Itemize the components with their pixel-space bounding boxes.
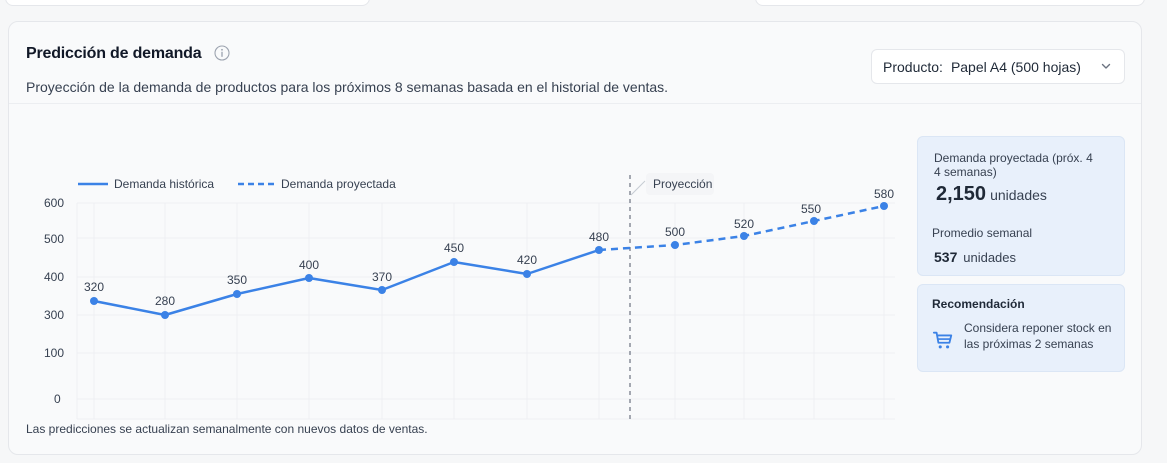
data-labels: 320 280 350 400 370 450 420 480 500 520 … — [84, 187, 894, 308]
panel-header: Predicción de demanda Proyección de la d… — [9, 22, 1141, 104]
svg-text:580: 580 — [874, 187, 894, 201]
svg-text:320: 320 — [84, 280, 104, 294]
chart-legend: Demanda histórica Demanda proyectada — [78, 177, 396, 191]
svg-text:350: 350 — [227, 273, 247, 287]
svg-text:300: 300 — [44, 308, 64, 322]
product-select-label: Producto: — [883, 58, 943, 75]
projection-label: Proyección — [653, 177, 712, 191]
svg-text:280: 280 — [155, 294, 175, 308]
demand-prediction-panel: Predicción de demanda Proyección de la d… — [8, 21, 1142, 455]
projected-demand-card: Demanda proyectada (próx. 4 4 semanas) 2… — [917, 136, 1125, 276]
svg-text:550: 550 — [801, 202, 821, 216]
svg-text:480: 480 — [589, 230, 609, 244]
panel-subtitle: Proyección de la demanda de productos pa… — [26, 79, 669, 95]
projected-demand-label: Demanda proyectada (próx. 4 4 semanas) — [934, 151, 1093, 179]
chart-grid — [76, 202, 895, 420]
recommendation-card: Recomendación Considera reponer stock en… — [917, 284, 1125, 372]
svg-text:500: 500 — [44, 232, 64, 246]
product-select-value: Papel A4 (500 hojas) — [950, 58, 1081, 75]
info-icon[interactable] — [214, 45, 230, 61]
projection-marker: Proyección — [629, 173, 714, 419]
svg-text:520: 520 — [734, 217, 754, 231]
projected-demand-value: 2,150 unidades — [936, 183, 1047, 205]
legend-projected: Demanda proyectada — [281, 177, 396, 191]
svg-text:100: 100 — [44, 346, 64, 360]
top-card-left — [5, 0, 370, 6]
footnote: Las predicciones se actualizan semanalme… — [26, 422, 428, 436]
shopping-cart-icon — [932, 331, 953, 349]
svg-text:450: 450 — [444, 241, 464, 255]
chevron-down-icon — [1101, 63, 1111, 69]
legend-historical: Demanda histórica — [114, 177, 214, 191]
product-select[interactable]: Producto: Papel A4 (500 hojas) — [871, 49, 1125, 84]
recommendation-title: Recomendación — [932, 297, 1025, 311]
demand-line-chart: 600 500 400 300 100 0 Semana 1 Semana 2 … — [44, 173, 895, 420]
panel-title: Predicción de demanda — [26, 45, 202, 62]
weekly-average-label: Promedio semanal — [932, 226, 1033, 240]
svg-text:420: 420 — [517, 253, 537, 267]
recommendation-text: Considera reponer stock en las próximas … — [964, 321, 1112, 351]
svg-text:600: 600 — [44, 196, 64, 210]
historical-series — [90, 246, 603, 319]
projected-series — [598, 202, 888, 252]
svg-text:370: 370 — [372, 270, 392, 284]
svg-text:500: 500 — [665, 225, 685, 239]
top-card-right — [755, 0, 1145, 6]
svg-text:400: 400 — [299, 258, 319, 272]
svg-text:400: 400 — [44, 270, 64, 284]
svg-text:0: 0 — [54, 392, 61, 406]
y-axis-labels: 600 500 400 300 100 0 — [44, 196, 64, 406]
weekly-average-value: 537 unidades — [934, 249, 1017, 265]
